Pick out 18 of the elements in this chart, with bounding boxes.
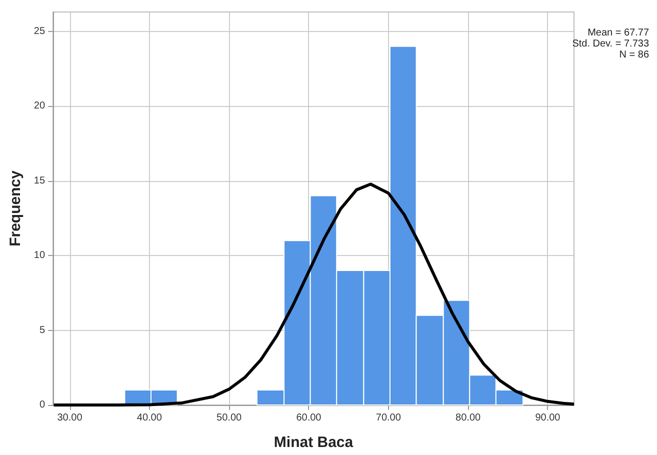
x-tick-label: 90.00 [535,412,561,424]
x-tick-label: 80.00 [456,412,481,424]
y-tick-label: 20 [34,100,46,112]
y-tick-label: 25 [34,26,46,37]
x-tick-label: 70.00 [376,412,402,424]
y-tick-label: 5 [39,324,46,336]
text: N = 86 [619,50,650,60]
y-tick-label: 10 [34,250,46,262]
text: Mean = 67.77 [588,28,650,38]
x-tick-label: 30.00 [57,412,83,424]
x-tick-label: 40.00 [136,412,162,424]
x-tick-label: 60.00 [296,412,322,424]
annotation: Std. Dev. = 7.733 [572,38,650,50]
x-tick-label: 50.00 [216,412,242,424]
y-tick-label: 15 [34,175,46,186]
y-axis-title: Frequency [7,170,24,246]
x-axis-title: Minat Baca [274,434,354,451]
y-tick-label: 0 [39,400,46,410]
